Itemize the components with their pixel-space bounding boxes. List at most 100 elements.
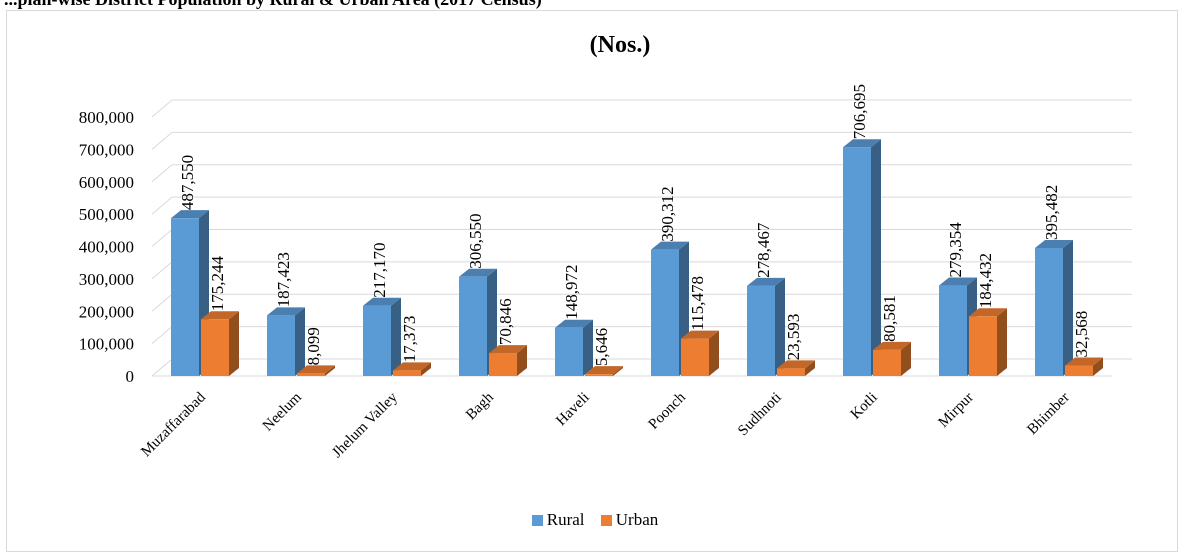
bar-front [489, 353, 517, 376]
bar-side [583, 319, 593, 376]
data-label-urban: 5,646 [592, 328, 611, 366]
bar-front [363, 305, 391, 376]
legend-swatch-rural [531, 514, 543, 526]
bar-top [681, 330, 719, 339]
y-tick-label: 400,000 [79, 238, 134, 257]
bar-front [651, 249, 679, 376]
bar-front [843, 147, 871, 376]
bar-rural-kotli [843, 139, 881, 376]
data-label-urban: 8,099 [304, 327, 323, 365]
legend-label-urban: Urban [615, 510, 659, 529]
bar-top [969, 308, 1007, 317]
bar-top [201, 311, 239, 320]
bar-top [1035, 239, 1073, 248]
bar-top [393, 362, 431, 371]
gridline-depth [151, 229, 173, 247]
bar-urban-kotli [873, 341, 911, 376]
bar-front [681, 338, 709, 376]
bar-top [585, 366, 623, 375]
bar-top [939, 277, 977, 286]
bar-rural-jhelum-valley [363, 297, 401, 376]
data-label-urban: 17,373 [400, 316, 419, 363]
gridline-depth [151, 164, 173, 183]
bar-side [901, 341, 911, 376]
bar-front [873, 349, 901, 376]
page-caption: ...plan-wise District Population by Rura… [4, 0, 1184, 9]
bar-rural-neelum [267, 307, 305, 376]
x-tick-label: Muzaffarabad [138, 389, 209, 460]
bar-front [297, 373, 325, 376]
legend-item-rural: Rural [531, 510, 585, 530]
bar-urban-haveli [585, 366, 623, 376]
x-tick-label: Haveli [553, 390, 593, 430]
data-label-rural: 306,550 [466, 214, 485, 269]
data-label-rural: 706,695 [850, 84, 869, 139]
x-tick-label: Bagh [463, 389, 497, 423]
bar-top [297, 365, 335, 374]
data-label-urban: 23,593 [784, 314, 803, 361]
bar-rural-bhimber [1035, 239, 1073, 376]
bar-side [421, 362, 431, 376]
bar-front [777, 368, 805, 376]
chart-title: (Nos.) [590, 32, 651, 58]
data-label-rural: 279,354 [946, 222, 965, 278]
data-label-urban: 175,244 [208, 256, 227, 312]
bar-top [363, 297, 401, 306]
bar-top [489, 345, 527, 354]
bar-top [747, 277, 785, 286]
x-tick-label: Poonch [646, 389, 689, 432]
gridline-depth [151, 293, 173, 312]
bar-front [459, 276, 487, 376]
data-label-urban: 80,581 [880, 295, 899, 342]
bar-top [1065, 357, 1103, 366]
data-label-rural: 278,467 [754, 222, 773, 278]
y-tick-label: 800,000 [79, 108, 134, 127]
gridline-depth [151, 261, 173, 280]
bar-side [229, 311, 239, 376]
bar-side [613, 366, 623, 376]
bar-top [267, 307, 305, 316]
bar-urban-poonch [681, 330, 719, 376]
bar-urban-sudhnoti [777, 360, 815, 376]
bar-urban-mirpur [969, 308, 1007, 376]
bars [171, 139, 1103, 376]
bar-side [1093, 357, 1103, 376]
bar-side [775, 277, 785, 376]
bar-urban-jhelum-valley [393, 362, 431, 376]
gridline-depth [151, 326, 173, 345]
legend: Rural Urban [0, 510, 1190, 531]
legend-item-urban: Urban [600, 510, 659, 530]
bar-side [805, 360, 815, 376]
bar-front [393, 370, 421, 376]
bar-side [709, 330, 719, 376]
data-label-urban: 70,846 [496, 298, 515, 345]
bar-front [747, 285, 775, 376]
x-tick-label: Kotli [848, 390, 881, 423]
bar-side [295, 307, 305, 376]
y-tick-label: 300,000 [79, 270, 134, 289]
gridline-depth [151, 99, 173, 118]
bar-top [777, 360, 815, 369]
bar-side [871, 139, 881, 376]
bar-rural-haveli [555, 319, 593, 376]
data-label-rural: 148,972 [562, 265, 581, 320]
bar-side [325, 365, 335, 376]
data-label-rural: 187,423 [274, 252, 293, 307]
data-label-urban: 184,432 [976, 253, 995, 308]
bar-front [201, 319, 229, 376]
x-axis: Muzaffarabad Neelum Jhelum Valley Bagh Havel… [138, 389, 1073, 461]
data-labels: 487,550 175,244 187,423 8,099 217,170 17,373 3… [178, 84, 1091, 366]
y-tick-label: 100,000 [79, 335, 134, 354]
bar-urban-muzaffarabad [201, 311, 239, 376]
y-tick-label: 0 [126, 367, 135, 386]
chart-frame [6, 10, 1178, 552]
x-tick-label: Bhimber [1024, 390, 1072, 438]
y-tick-label: 700,000 [79, 140, 134, 159]
bar-rural-sudhnoti [747, 277, 785, 376]
x-tick-label: Sudhnoti [735, 390, 785, 440]
x-tick-label: Neelum [260, 389, 305, 434]
bar-front [267, 315, 295, 376]
bar-front [585, 374, 613, 376]
gridline-depth [151, 358, 173, 377]
